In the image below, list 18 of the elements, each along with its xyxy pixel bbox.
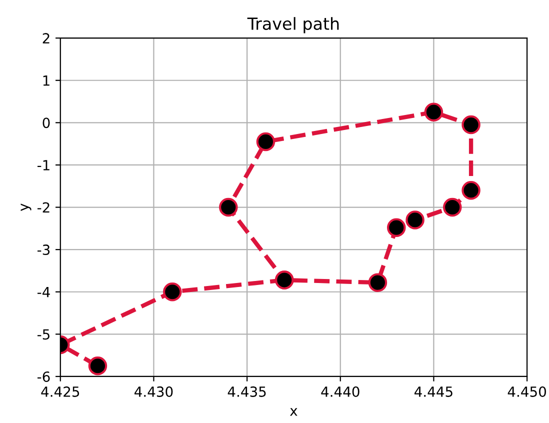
y-axis-title: y (20, 204, 32, 211)
y-tick-label: -5 (38, 329, 50, 340)
x-axis-title: x (290, 408, 298, 416)
y-tick-label: 0 (42, 118, 50, 128)
x-tick-label: 4.430 (134, 386, 173, 397)
x-tick-label: 4.425 (41, 386, 80, 397)
y-tick-label: -4 (38, 287, 50, 298)
chart-title: Travel path (247, 17, 339, 34)
x-tick-label: 4.445 (414, 386, 452, 397)
y-tick-label: 1 (43, 76, 50, 86)
y-tick-label: -1 (38, 160, 50, 170)
y-tick-label: -2 (38, 202, 50, 213)
x-tick-label: 4.450 (508, 386, 546, 397)
y-tick-label: -6 (38, 371, 50, 382)
x-tick-label: 4.435 (228, 386, 266, 397)
y-tick-label: 2 (42, 33, 50, 44)
y-tick-label: -3 (38, 244, 50, 256)
x-tick-label: 4.440 (321, 386, 360, 397)
